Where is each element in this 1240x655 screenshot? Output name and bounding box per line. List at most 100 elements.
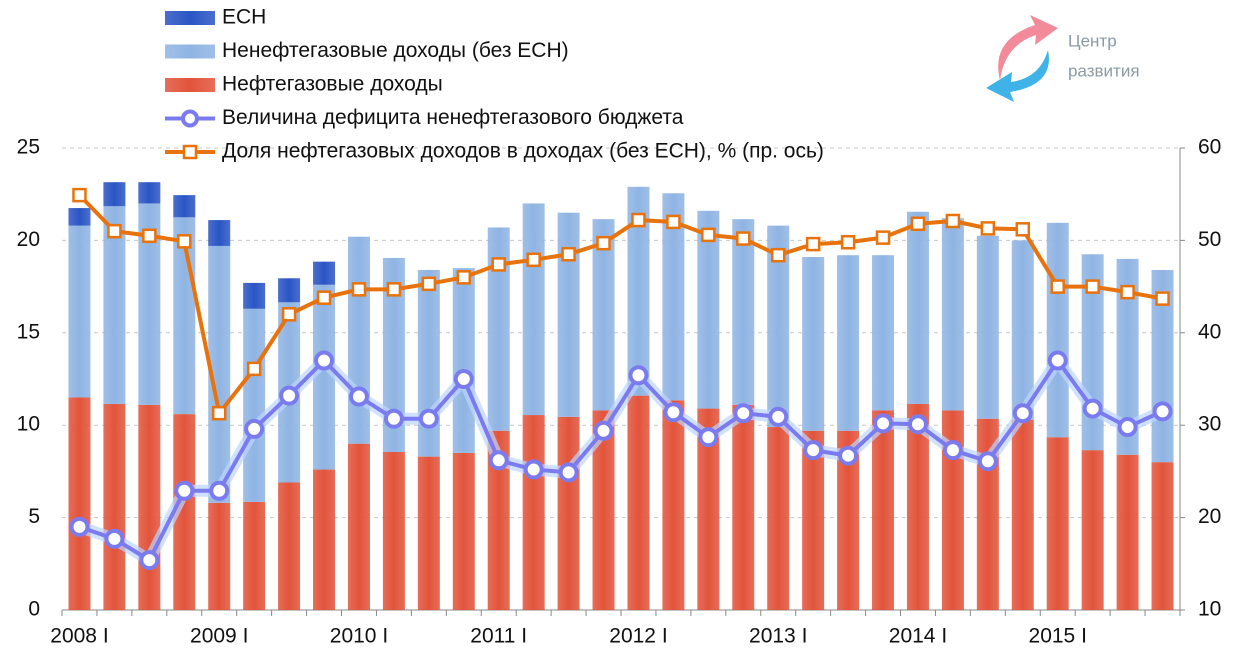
- bar: [382, 451, 405, 610]
- legend-swatch: [165, 44, 215, 59]
- point: [628, 365, 649, 386]
- point: [907, 414, 928, 435]
- point: [838, 445, 859, 466]
- bar: [1011, 240, 1034, 420]
- bar: [837, 430, 860, 610]
- y-tick-label: 25: [17, 136, 40, 159]
- point: [453, 369, 474, 389]
- point: [211, 405, 227, 421]
- point: [561, 247, 576, 262]
- bar: [208, 220, 231, 246]
- bar: [382, 257, 405, 452]
- legend-marker: [182, 144, 198, 160]
- x-tick-label: 2014 I: [889, 625, 947, 648]
- bar: [138, 203, 161, 405]
- y-tick-label: 10: [17, 413, 40, 436]
- bar: [487, 430, 510, 610]
- bar: [243, 282, 266, 309]
- bar: [1046, 222, 1069, 438]
- bar: [627, 395, 650, 610]
- bar: [347, 443, 370, 610]
- point: [107, 223, 122, 239]
- logo-text: Центр: [1068, 31, 1117, 50]
- point: [736, 231, 751, 246]
- point: [942, 440, 963, 461]
- point: [1015, 222, 1031, 237]
- y2-tick-label: 50: [1198, 228, 1221, 251]
- y2-tick-label: 60: [1198, 136, 1221, 159]
- bar: [68, 397, 91, 610]
- point: [139, 550, 160, 571]
- bar: [941, 410, 964, 610]
- y-tick-label: 0: [28, 598, 40, 621]
- bar: [1116, 454, 1139, 610]
- bar: [872, 410, 895, 610]
- point: [770, 247, 786, 263]
- point: [351, 282, 367, 297]
- bar: [941, 218, 964, 411]
- point: [663, 402, 684, 423]
- point: [1117, 417, 1138, 438]
- bar: [173, 414, 196, 610]
- point: [316, 290, 332, 305]
- bar: [662, 400, 685, 610]
- y2-tick-label: 40: [1198, 320, 1221, 343]
- point: [910, 216, 926, 232]
- point: [873, 413, 894, 434]
- point: [142, 228, 157, 244]
- bar: [662, 193, 685, 401]
- x-tick-label: 2011 I: [470, 625, 527, 648]
- y2-tick-label: 30: [1198, 413, 1221, 436]
- point: [1050, 279, 1065, 294]
- bar: [138, 404, 161, 610]
- point: [803, 440, 824, 461]
- point: [523, 459, 544, 480]
- bar: [522, 203, 545, 416]
- point: [1152, 401, 1173, 422]
- point: [104, 528, 125, 549]
- bar: [103, 182, 126, 207]
- bar: [208, 502, 231, 610]
- point: [279, 385, 300, 406]
- bar: [68, 225, 91, 398]
- x-tick-label: 2013 I: [749, 625, 807, 648]
- bar: [1116, 258, 1139, 455]
- logo-text: развития: [1068, 61, 1140, 80]
- legend-marker: [181, 109, 199, 128]
- x-tick-label: 2012 I: [609, 625, 667, 648]
- point: [875, 230, 891, 245]
- logo: Центр развития: [986, 15, 1140, 102]
- bar: [313, 284, 336, 470]
- bar: [802, 257, 825, 431]
- bar: [906, 403, 929, 610]
- bar: [837, 255, 860, 431]
- point: [558, 462, 579, 483]
- bar: [802, 430, 825, 610]
- bar: [697, 408, 720, 610]
- legend-label: Нефтегазовые доходы: [222, 73, 443, 96]
- bar: [278, 278, 301, 303]
- point: [418, 408, 439, 429]
- bar: [1081, 450, 1104, 610]
- bar: [313, 469, 336, 610]
- bar: [1046, 437, 1069, 610]
- point: [488, 450, 509, 471]
- bar: [906, 211, 929, 404]
- point: [69, 516, 90, 537]
- bar: [592, 219, 615, 411]
- point: [666, 214, 681, 230]
- bar: [68, 208, 91, 226]
- point: [314, 350, 335, 371]
- line-glow: [77, 350, 1165, 569]
- bar: [347, 236, 370, 444]
- bar: [1151, 462, 1174, 610]
- point: [805, 236, 821, 252]
- bar: [313, 261, 336, 285]
- point: [246, 361, 262, 377]
- point: [421, 276, 437, 292]
- point: [1012, 403, 1033, 424]
- logo-arrow: [998, 15, 1058, 80]
- bar: [487, 227, 510, 431]
- bar: [417, 456, 440, 610]
